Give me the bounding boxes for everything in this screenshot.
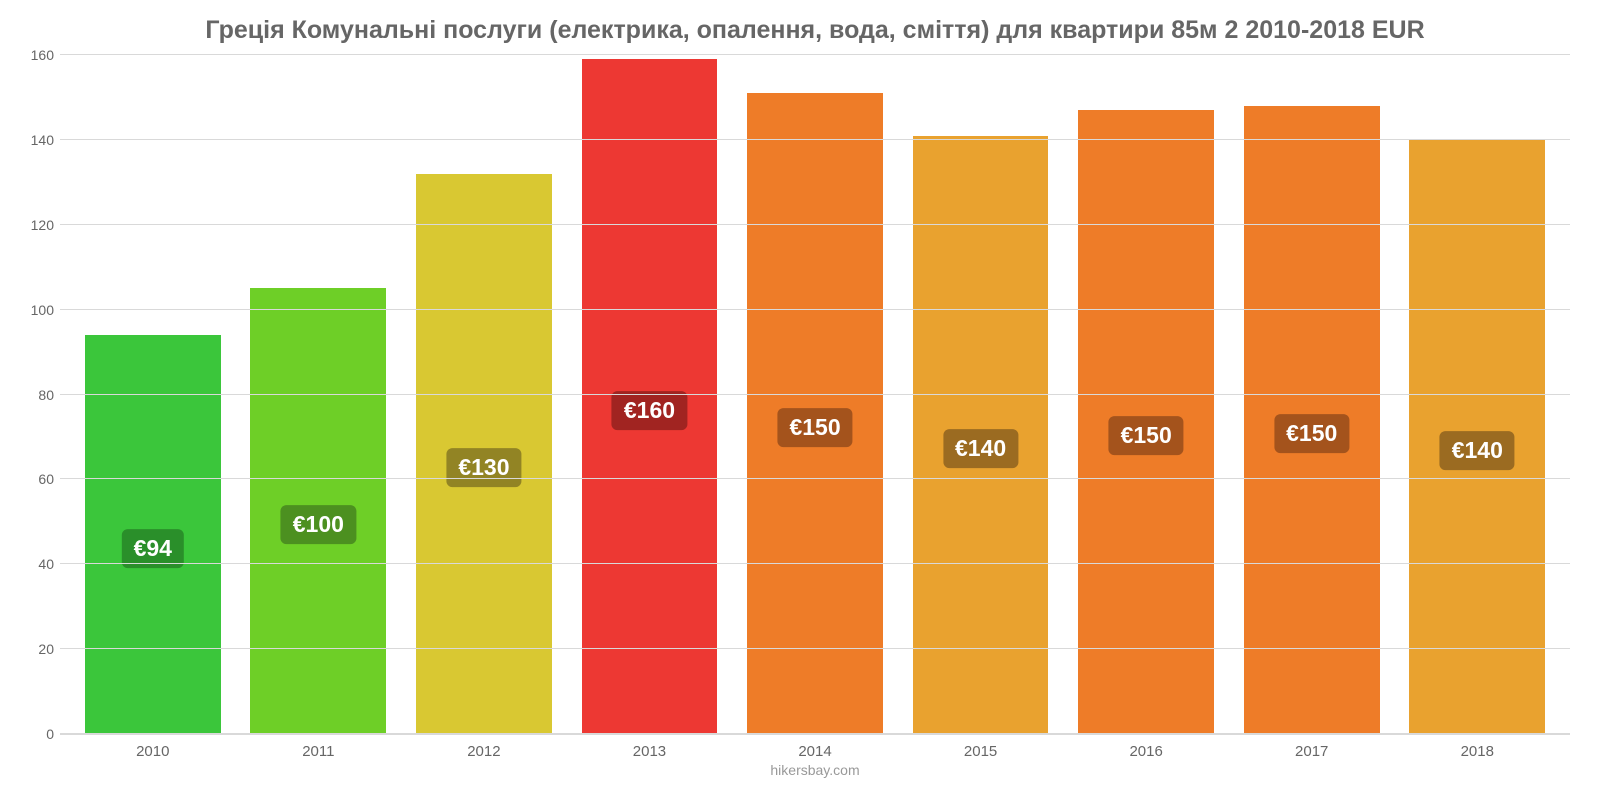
value-badge: €150 <box>1109 416 1184 455</box>
bar: €150 <box>1078 110 1214 734</box>
value-badge: €150 <box>1274 414 1349 453</box>
x-axis: 201020112012201320142015201620172018 <box>60 735 1570 760</box>
x-tick-label: 2010 <box>70 743 236 760</box>
value-badge: €100 <box>281 505 356 544</box>
gridline <box>60 563 1570 564</box>
bar: €150 <box>1244 106 1380 734</box>
gridline <box>60 309 1570 310</box>
y-tick-label: 40 <box>20 556 54 572</box>
gridline <box>60 139 1570 140</box>
x-tick-label: 2013 <box>567 743 733 760</box>
bar: €140 <box>1409 140 1545 734</box>
gridline <box>60 54 1570 55</box>
x-tick-label: 2018 <box>1395 743 1561 760</box>
bar: €150 <box>747 93 883 734</box>
bar-slot: €150 <box>732 55 898 734</box>
y-tick-label: 140 <box>20 132 54 148</box>
gridline <box>60 394 1570 395</box>
bar: €130 <box>416 174 552 734</box>
x-tick-label: 2014 <box>732 743 898 760</box>
bar: €100 <box>250 288 386 734</box>
gridline <box>60 224 1570 225</box>
x-tick-label: 2012 <box>401 743 567 760</box>
plot-area: €94€100€130€160€150€140€150€150€140 0204… <box>60 55 1570 735</box>
bar-slot: €130 <box>401 55 567 734</box>
bar-slot: €160 <box>567 55 733 734</box>
bar-slot: €100 <box>236 55 402 734</box>
y-tick-label: 100 <box>20 302 54 318</box>
value-badge: €150 <box>777 408 852 447</box>
gridline <box>60 733 1570 734</box>
value-badge: €140 <box>1440 431 1515 470</box>
gridline <box>60 648 1570 649</box>
source-label: hikersbay.com <box>60 762 1570 778</box>
y-tick-label: 120 <box>20 217 54 233</box>
bar: €140 <box>913 136 1049 734</box>
y-tick-label: 20 <box>20 641 54 657</box>
value-badge: €160 <box>612 391 687 430</box>
y-tick-label: 160 <box>20 47 54 63</box>
value-badge: €94 <box>122 529 184 568</box>
y-tick-label: 80 <box>20 387 54 403</box>
value-badge: €140 <box>943 429 1018 468</box>
bar-slot: €94 <box>70 55 236 734</box>
bar-slot: €150 <box>1229 55 1395 734</box>
chart-container: Греція Комунальні послуги (електрика, оп… <box>0 0 1600 800</box>
bar-slot: €140 <box>898 55 1064 734</box>
x-tick-label: 2015 <box>898 743 1064 760</box>
bars-group: €94 €100 €130 €160 €150 €140 €150 €150 €140 <box>60 55 1570 734</box>
y-tick-label: 0 <box>20 726 54 742</box>
bar: €94 <box>85 335 221 734</box>
bar: €160 <box>582 59 718 734</box>
value-badge: €130 <box>446 448 521 487</box>
gridline <box>60 478 1570 479</box>
x-tick-label: 2017 <box>1229 743 1395 760</box>
x-tick-label: 2011 <box>236 743 402 760</box>
y-tick-label: 60 <box>20 471 54 487</box>
chart-title: Греція Комунальні послуги (електрика, оп… <box>60 16 1570 45</box>
bar-slot: €150 <box>1063 55 1229 734</box>
x-tick-label: 2016 <box>1063 743 1229 760</box>
bar-slot: €140 <box>1395 55 1561 734</box>
